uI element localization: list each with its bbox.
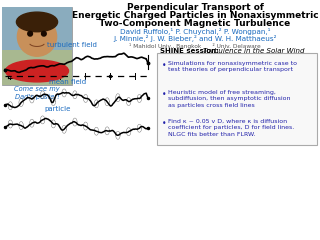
Ellipse shape: [5, 60, 68, 82]
Bar: [2, 50, 72, 85]
Text: SHINE session:: SHINE session:: [160, 48, 221, 54]
Text: Energetic Charged Particles in Nonaxisymmetric: Energetic Charged Particles in Nonaxisym…: [72, 11, 318, 20]
Text: Simulations for nonaxisymmetric case to
test theories of perpendicular transport: Simulations for nonaxisymmetric case to …: [168, 61, 297, 72]
Text: Heuristic model of free streaming,
subdiffusion, then asymptotic diffusion
as pa: Heuristic model of free streaming, subdi…: [168, 90, 291, 108]
Ellipse shape: [16, 12, 58, 32]
Circle shape: [28, 31, 33, 36]
Text: David Ruffolo,¹ P. Chuychai,² P. Wongpan,¹: David Ruffolo,¹ P. Chuychai,² P. Wongpan…: [120, 28, 270, 35]
Text: turbulent field: turbulent field: [47, 42, 97, 48]
Text: •: •: [162, 90, 166, 99]
Bar: [2, 7, 72, 85]
Bar: [157, 53, 317, 145]
Text: ¹ Mahidol Univ., Bangkok      ² Univ. Delaware: ¹ Mahidol Univ., Bangkok ² Univ. Delawar…: [129, 43, 261, 49]
Text: Perpendicular Transport of: Perpendicular Transport of: [127, 3, 263, 12]
Text: mean field: mean field: [49, 79, 87, 85]
Text: particle: particle: [45, 106, 71, 112]
Circle shape: [17, 17, 57, 56]
Bar: [2, 7, 72, 50]
Text: Find κ ~ 0.05 v D, where κ is diffusion
coefficient for particles, D for field l: Find κ ~ 0.05 v D, where κ is diffusion …: [168, 119, 294, 137]
Text: J. Minnie,² J. W. Bieber,² and W. H. Matthaeus²: J. Minnie,² J. W. Bieber,² and W. H. Mat…: [113, 35, 277, 42]
Text: Two-Component Magnetic Turbulence: Two-Component Magnetic Turbulence: [100, 19, 291, 28]
Text: Come see my
Dad's poster!: Come see my Dad's poster!: [14, 86, 60, 100]
Text: •: •: [162, 61, 166, 70]
Text: Turbulence in the Solar Wind: Turbulence in the Solar Wind: [203, 48, 305, 54]
Circle shape: [42, 31, 46, 36]
Text: •: •: [162, 119, 166, 128]
